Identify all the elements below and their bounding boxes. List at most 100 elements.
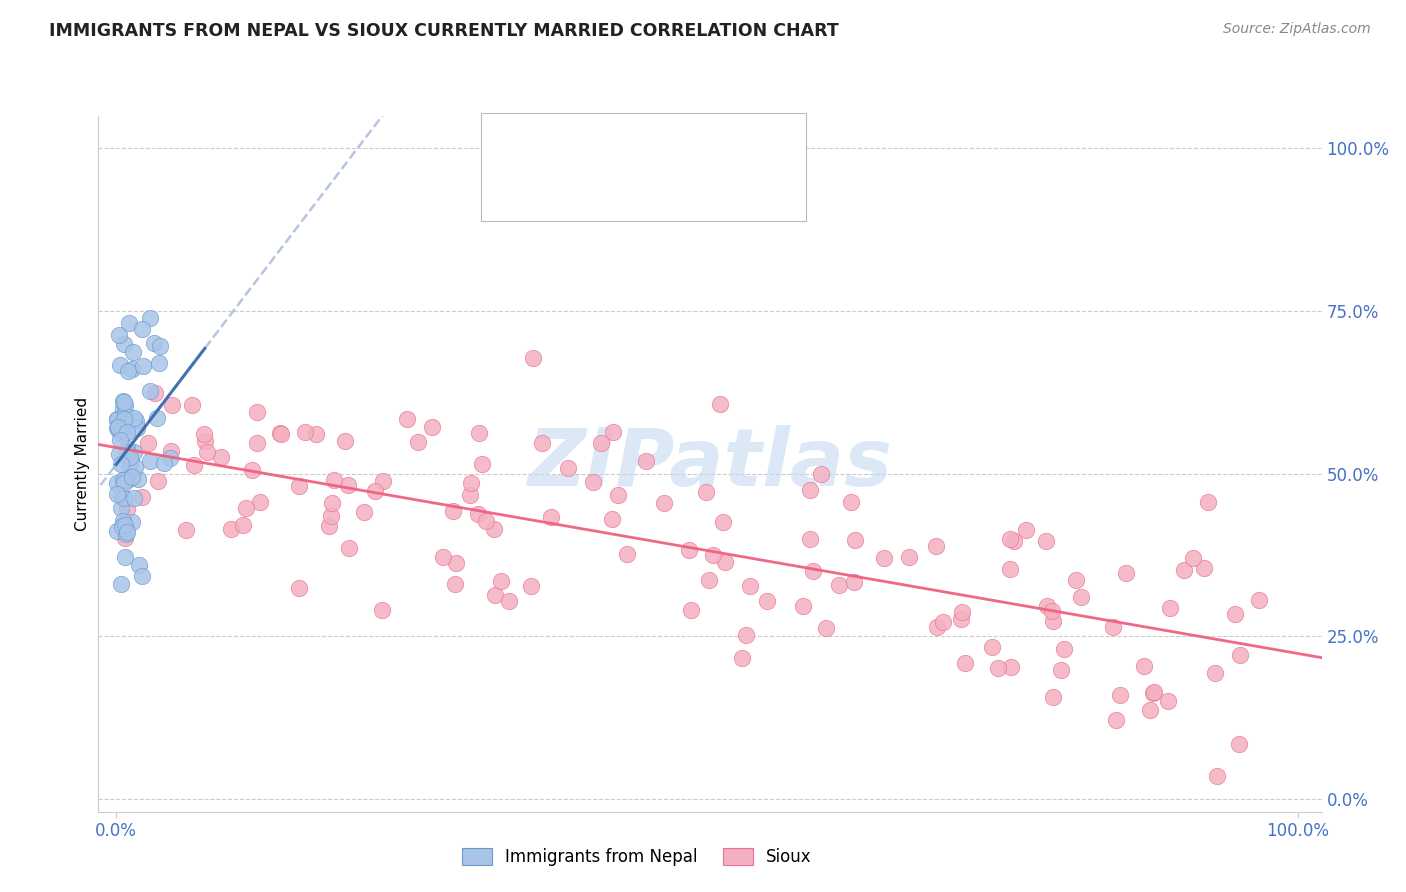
Point — [1229, 648, 1251, 662]
Point — [364, 483, 387, 498]
Point — [242, 463, 264, 477]
Point — [152, 456, 174, 470]
Point — [695, 485, 717, 500]
Point — [122, 491, 145, 505]
Point — [1227, 737, 1250, 751]
Point — [1142, 686, 1164, 700]
Point — [1053, 641, 1076, 656]
Point — [221, 522, 243, 536]
Point — [898, 549, 921, 564]
Text: IMMIGRANTS FROM NEPAL VS SIOUX CURRENTLY MARRIED CORRELATION CHART: IMMIGRANTS FROM NEPAL VS SIOUX CURRENTLY… — [49, 22, 839, 40]
Point — [125, 414, 148, 428]
Point — [484, 522, 506, 536]
Point — [114, 549, 136, 564]
Point — [1223, 607, 1246, 621]
Point — [1143, 685, 1166, 699]
Point — [953, 657, 976, 671]
Point — [1173, 563, 1195, 577]
Point — [120, 454, 142, 468]
Point — [842, 574, 865, 589]
Point — [148, 475, 170, 489]
Y-axis label: Currently Married: Currently Married — [75, 397, 90, 531]
Point — [1035, 534, 1057, 549]
Point — [980, 640, 1002, 655]
Point — [128, 558, 150, 573]
Point — [498, 594, 520, 608]
Point — [932, 615, 955, 630]
Text: 71: 71 — [682, 135, 709, 154]
Point — [110, 457, 132, 471]
Point — [111, 518, 134, 533]
Text: Source: ZipAtlas.com: Source: ZipAtlas.com — [1223, 22, 1371, 37]
Text: N =: N = — [637, 181, 693, 201]
Point — [652, 496, 675, 510]
Point — [925, 620, 948, 634]
Point — [131, 321, 153, 335]
Point — [118, 316, 141, 330]
Point — [115, 521, 138, 535]
Point — [114, 531, 136, 545]
Point — [183, 458, 205, 472]
Point — [458, 488, 481, 502]
Point — [1004, 533, 1026, 548]
Point — [679, 603, 702, 617]
Point — [105, 476, 128, 491]
Point — [209, 450, 232, 464]
Point — [844, 533, 866, 547]
Point — [120, 450, 142, 465]
Point — [117, 364, 139, 378]
Point — [121, 362, 143, 376]
Point — [444, 556, 467, 570]
Text: 135: 135 — [682, 181, 723, 201]
Point — [484, 588, 506, 602]
Point — [112, 475, 135, 490]
Point — [174, 524, 197, 538]
Point — [246, 405, 269, 419]
Point — [1040, 604, 1063, 618]
Text: R =: R = — [541, 181, 583, 201]
Point — [420, 420, 443, 434]
Point — [714, 555, 737, 569]
Point — [108, 433, 131, 447]
Point — [105, 413, 128, 427]
Text: 0.253: 0.253 — [572, 135, 634, 154]
Point — [828, 577, 851, 591]
Point — [702, 548, 724, 562]
Point — [131, 569, 153, 583]
Point — [600, 512, 623, 526]
Point — [124, 459, 146, 474]
Point — [159, 443, 181, 458]
Point — [131, 490, 153, 504]
Point — [143, 386, 166, 401]
Point — [249, 494, 271, 508]
Point — [112, 395, 135, 409]
Point — [1133, 658, 1156, 673]
Point — [115, 473, 138, 487]
Point — [111, 514, 134, 528]
Point — [139, 384, 162, 398]
Point — [111, 394, 134, 409]
Point — [288, 479, 311, 493]
Point — [998, 562, 1021, 576]
Point — [114, 398, 136, 412]
Point — [1194, 561, 1216, 575]
Point — [114, 473, 136, 487]
Legend: Immigrants from Nepal, Sioux: Immigrants from Nepal, Sioux — [456, 841, 818, 873]
Point — [122, 344, 145, 359]
Point — [839, 495, 862, 509]
Point — [117, 445, 139, 459]
Point — [792, 599, 814, 614]
Point — [678, 542, 700, 557]
Point — [115, 441, 138, 455]
Point — [105, 421, 128, 435]
Point — [105, 524, 128, 538]
Point — [475, 514, 498, 528]
Point — [1139, 703, 1161, 717]
Text: ZIPatlas: ZIPatlas — [527, 425, 893, 503]
Point — [143, 336, 166, 351]
Point — [333, 434, 356, 448]
Point — [115, 472, 138, 486]
Point — [540, 510, 562, 524]
Point — [124, 444, 146, 458]
Point — [987, 661, 1010, 675]
